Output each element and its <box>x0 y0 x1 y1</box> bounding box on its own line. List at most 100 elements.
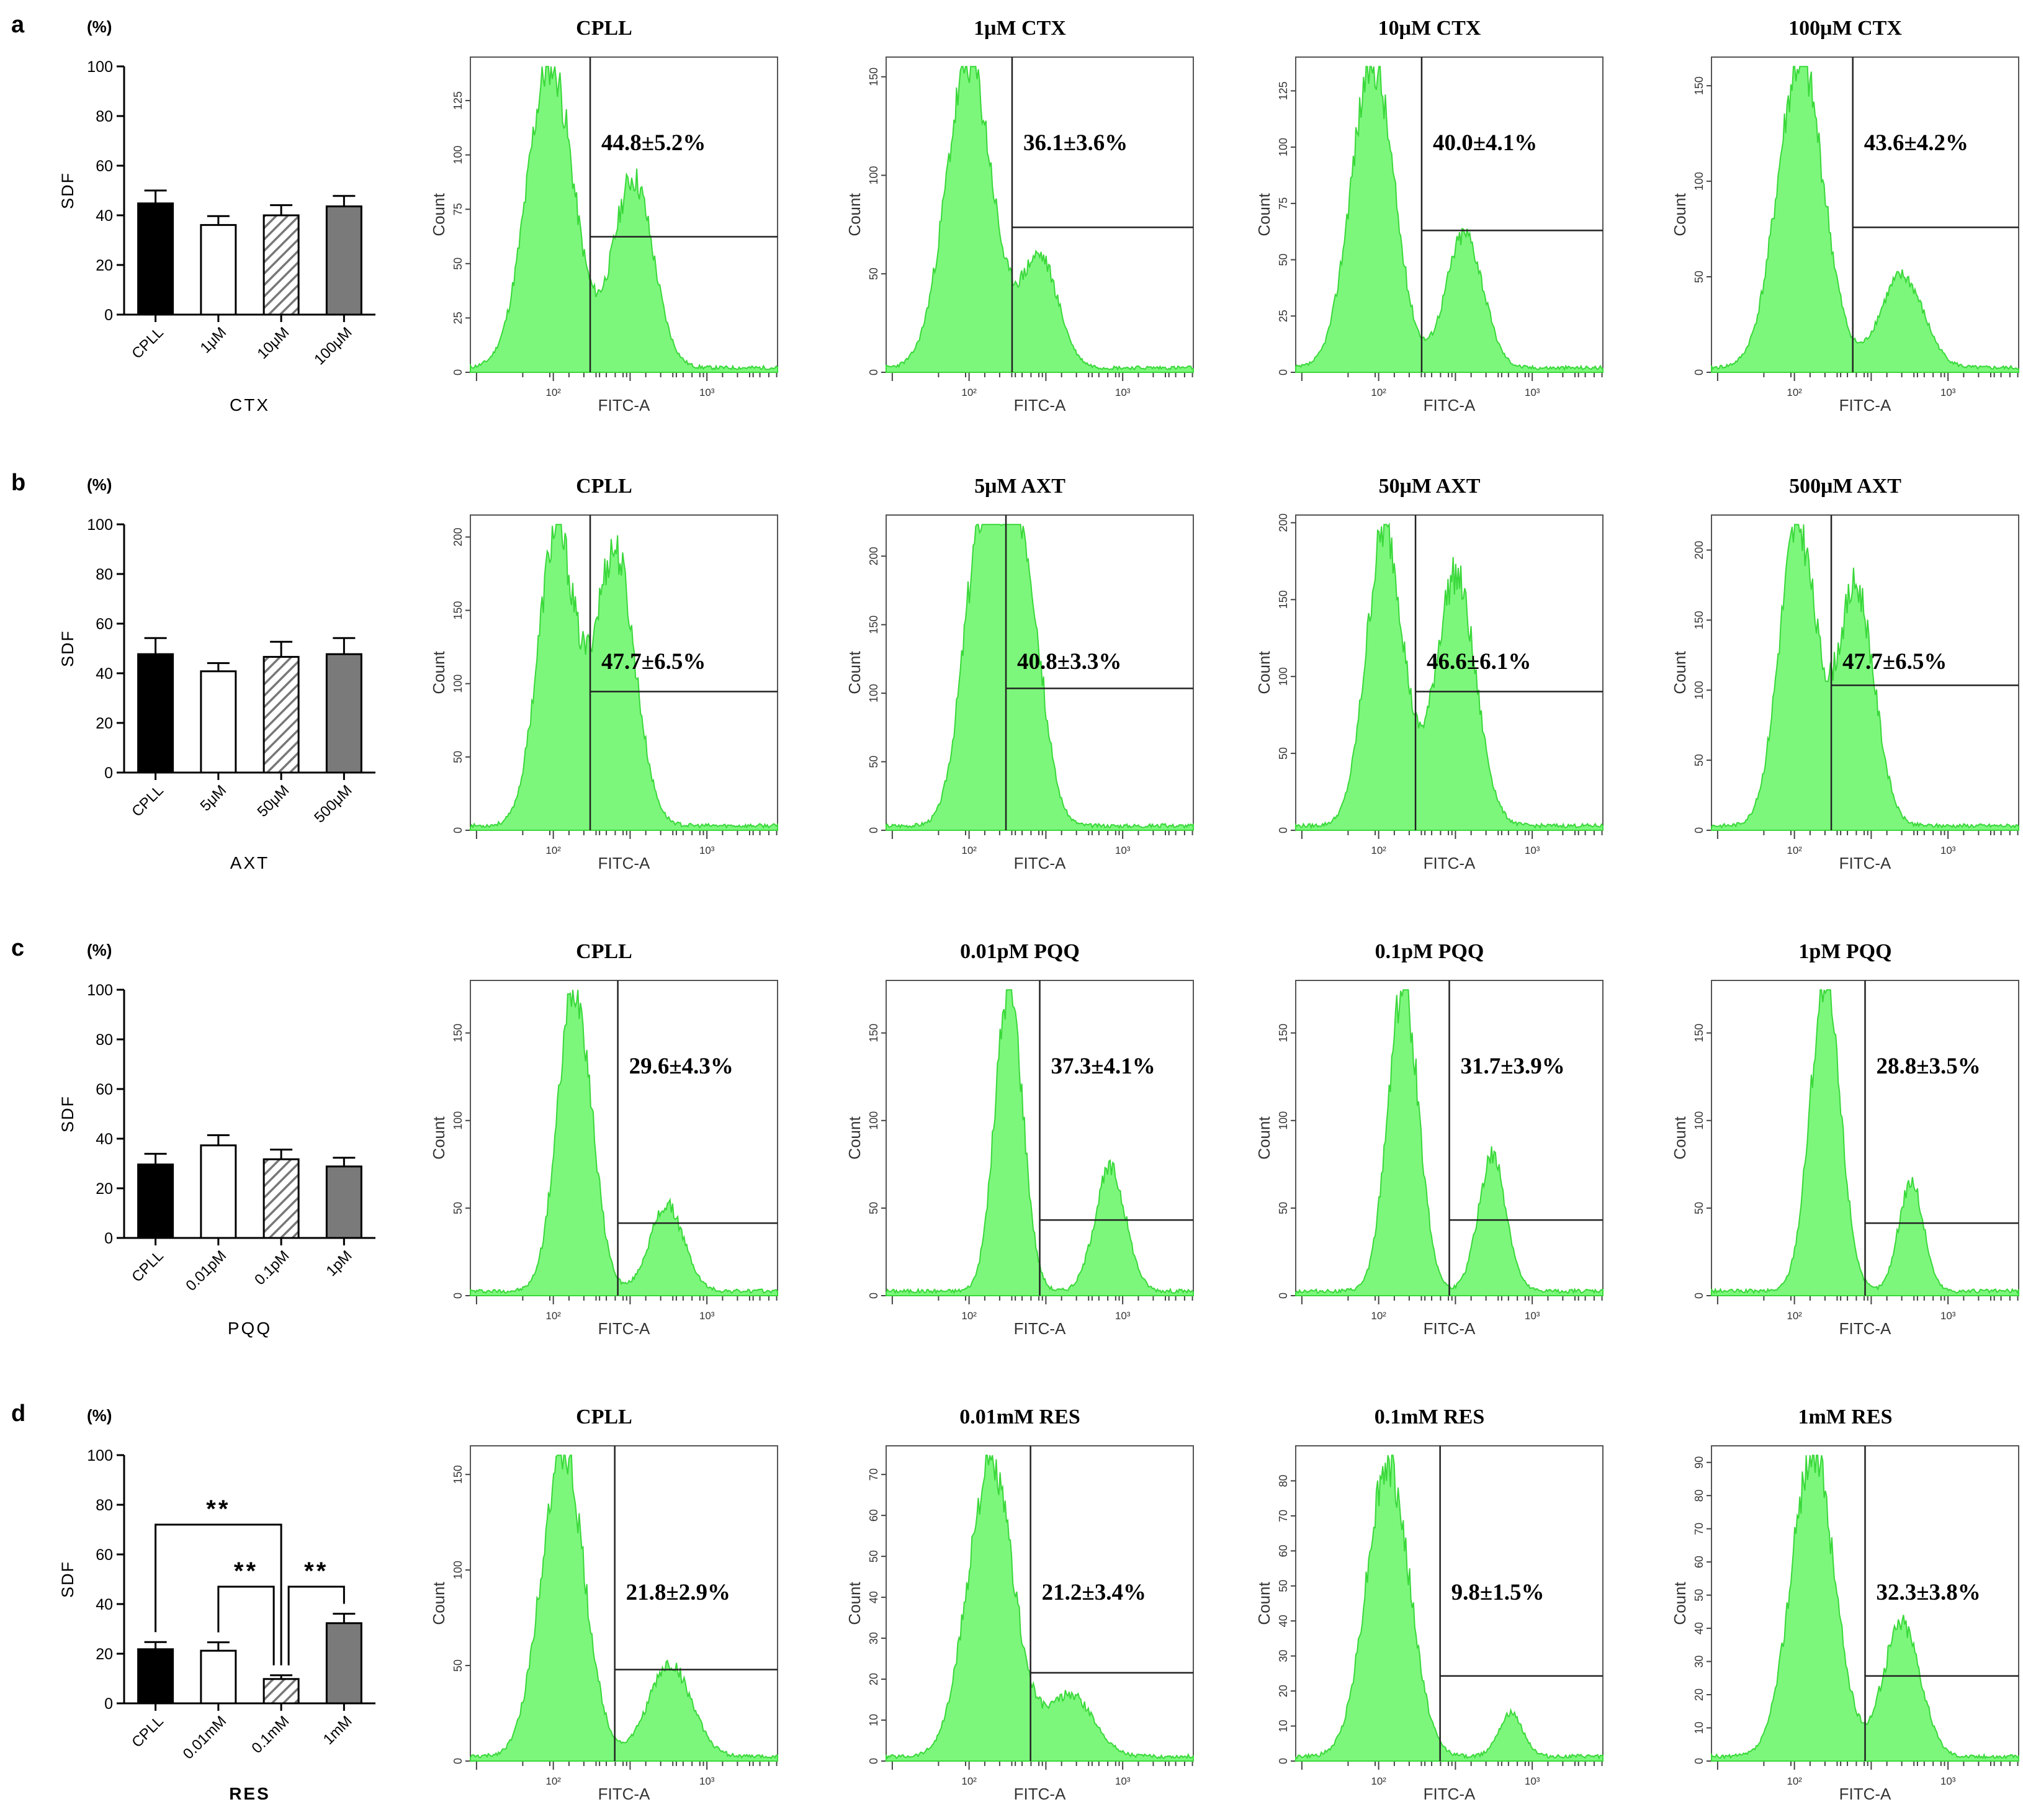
histogram-title: 0.1mM RES <box>1375 1405 1485 1428</box>
bar <box>200 670 237 774</box>
significance-label: ** <box>234 1558 258 1585</box>
x-tick-label: 10³ <box>699 845 715 856</box>
category-label: CPLL <box>128 782 167 820</box>
y-tick-label: 50 <box>452 258 464 270</box>
category-label: 1mM <box>320 1713 356 1748</box>
y-tick-label: 40 <box>96 665 113 683</box>
x-axis-title: FITC-A <box>1839 1785 1891 1803</box>
y-tick-label: 60 <box>96 1546 113 1564</box>
y-tick-label: 0 <box>104 764 113 782</box>
gate-percentage: 36.1±3.6% <box>1023 130 1128 156</box>
panel-letter: b <box>11 470 25 496</box>
y-tick-label: 20 <box>1277 1685 1290 1697</box>
y-tick-label: 20 <box>96 257 113 274</box>
y-tick-label: 60 <box>868 1509 880 1522</box>
y-tick-label: 200 <box>1277 513 1290 532</box>
bar-chart-b: b (%) 0 20 40 60 80 100 SDF CPLL 5μM 50μM 500μM AXT <box>11 470 375 872</box>
y-tick-label: 125 <box>1277 81 1290 100</box>
gate-percentage: 43.6±4.2% <box>1864 130 1968 156</box>
plot-frame <box>470 980 778 1296</box>
x-tick-label: 10² <box>1371 1310 1386 1322</box>
histogram-title: CPLL <box>576 475 632 498</box>
y-tick-label: 0 <box>1277 1758 1290 1764</box>
y-unit-label: (%) <box>87 1406 112 1425</box>
y-tick-label: 20 <box>96 715 113 732</box>
significance-bracket <box>217 1585 275 1665</box>
y-axis-title: Count <box>429 193 448 236</box>
y-tick-label: 40 <box>868 1591 880 1603</box>
y-tick-label: 0 <box>868 369 880 375</box>
y-tick-label: 150 <box>868 1024 880 1042</box>
y-tick-label: 70 <box>1693 1523 1705 1535</box>
category-label: 500μM <box>311 782 355 826</box>
x-tick-label: 10³ <box>1940 387 1956 398</box>
y-tick-label: 50 <box>1693 1202 1705 1214</box>
y-tick-label: 80 <box>96 1031 113 1049</box>
histogram-area <box>886 524 1194 831</box>
y-tick-label: 150 <box>868 616 880 634</box>
x-axis-title: FITC-A <box>1424 1319 1476 1338</box>
x-tick-label: 10² <box>545 387 561 398</box>
histogram-title: 100μM CTX <box>1788 17 1902 40</box>
y-tick-label: 80 <box>1693 1489 1705 1502</box>
y-tick-label: 10 <box>868 1714 880 1726</box>
y-tick-label: 30 <box>868 1632 880 1644</box>
x-axis-title: FITC-A <box>598 396 650 415</box>
y-tick-label: 70 <box>868 1468 880 1481</box>
histogram-area <box>1295 522 1604 831</box>
histogram-0-1: 1μM CTX 0 50 100 150 Count 10² 10³ FITC-A 36.1±3.… <box>845 17 1194 415</box>
y-tick-label: 50 <box>1277 254 1290 266</box>
y-tick-label: 50 <box>868 756 880 768</box>
y-axis-title: SDF <box>58 172 77 209</box>
panel-letter: a <box>11 12 25 38</box>
category-label: 0.01pM <box>182 1247 230 1294</box>
histogram-title: 0.1pM PQQ <box>1375 940 1484 963</box>
y-unit-label: (%) <box>87 17 112 36</box>
y-tick-label: 0 <box>104 307 113 324</box>
y-tick-label: 150 <box>452 1465 464 1484</box>
histogram-0-0: CPLL 0 25 50 75 100 125 Count 10² 10³ FITC-A 44.8±5… <box>429 17 778 415</box>
y-tick-label: 0 <box>104 1695 113 1713</box>
bar <box>200 224 237 316</box>
y-tick-label: 0 <box>1693 1758 1705 1764</box>
y-tick-label: 125 <box>452 91 464 110</box>
y-tick-label: 0 <box>104 1230 113 1247</box>
category-label: 1μM <box>197 324 230 356</box>
y-tick-label: 50 <box>868 1202 880 1214</box>
bar <box>262 656 300 774</box>
bar <box>200 1144 237 1239</box>
y-tick-label: 50 <box>1693 1589 1705 1602</box>
y-axis-title: Count <box>429 1116 448 1160</box>
y-tick-label: 50 <box>1693 754 1705 766</box>
y-tick-label: 20 <box>96 1646 113 1663</box>
histogram-0-2: 10μM CTX 0 25 50 75 100 125 Count 10² 10³ FITC-A 40… <box>1255 17 1604 415</box>
histogram-3-2: 0.1mM RES 0 10 20 30 40 50 60 70 80 Count 10² 10³ FIT… <box>1255 1405 1604 1803</box>
y-tick-label: 40 <box>1277 1615 1290 1627</box>
x-tick-label: 10² <box>961 387 977 398</box>
y-tick-label: 100 <box>1693 1111 1705 1130</box>
x-tick-label: 10³ <box>1525 1775 1540 1787</box>
histogram-area <box>1711 66 2019 373</box>
y-tick-label: 0 <box>1277 1293 1290 1299</box>
y-axis-title: Count <box>845 193 864 236</box>
y-tick-label: 100 <box>87 516 113 534</box>
x-tick-label: 10² <box>1371 1775 1386 1787</box>
y-tick-label: 200 <box>452 527 464 546</box>
y-tick-label: 75 <box>1277 197 1290 210</box>
y-tick-label: 0 <box>1277 827 1290 833</box>
x-axis-title: FITC-A <box>1424 854 1476 872</box>
histogram-area <box>470 1455 778 1762</box>
histogram-title: 5μM AXT <box>974 475 1065 498</box>
x-tick-label: 10² <box>961 1775 977 1787</box>
y-tick-label: 150 <box>1693 76 1705 95</box>
y-tick-label: 25 <box>452 312 464 324</box>
histogram-2-1: 0.01pM PQQ 0 50 100 150 Count 10² 10³ FITC-A 37.3… <box>845 940 1194 1338</box>
gate-percentage: 28.8±3.5% <box>1877 1054 1981 1079</box>
y-tick-label: 20 <box>96 1180 113 1198</box>
histogram-area <box>470 524 778 831</box>
category-label: 0.1mM <box>248 1713 292 1757</box>
x-axis-title: FITC-A <box>598 1319 650 1338</box>
gate-percentage: 47.7±6.5% <box>601 649 706 675</box>
y-tick-label: 0 <box>452 1293 464 1299</box>
